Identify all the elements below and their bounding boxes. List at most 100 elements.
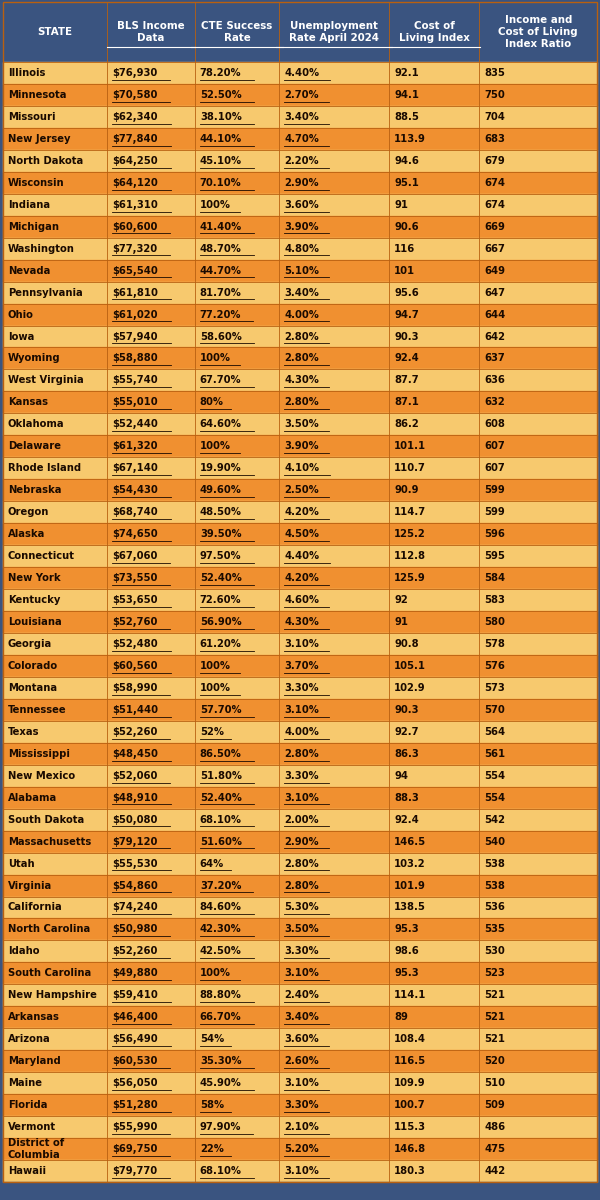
Text: Mississippi: Mississippi: [8, 749, 70, 758]
Bar: [3, 568, 597, 589]
Text: Texas: Texas: [8, 727, 40, 737]
Bar: [3, 655, 597, 677]
Bar: [3, 918, 597, 941]
Text: California: California: [8, 902, 63, 912]
Bar: [3, 348, 597, 370]
Text: Delaware: Delaware: [8, 442, 61, 451]
Text: 564: 564: [484, 727, 506, 737]
Text: 4.30%: 4.30%: [284, 376, 319, 385]
Bar: [3, 1116, 597, 1138]
Text: 39.50%: 39.50%: [200, 529, 241, 539]
Bar: [3, 84, 597, 106]
Bar: [3, 479, 597, 502]
Text: 58%: 58%: [200, 1100, 224, 1110]
Text: New Jersey: New Jersey: [8, 134, 71, 144]
Text: 37.20%: 37.20%: [200, 881, 241, 890]
Text: $61,310: $61,310: [112, 199, 158, 210]
Bar: [3, 764, 597, 787]
Text: 607: 607: [484, 463, 505, 473]
Text: 109.9: 109.9: [394, 1078, 426, 1088]
Text: 554: 554: [484, 770, 506, 781]
Text: 88.3: 88.3: [394, 793, 419, 803]
Text: 583: 583: [484, 595, 505, 605]
Text: 87.7: 87.7: [394, 376, 419, 385]
Text: Missouri: Missouri: [8, 112, 56, 122]
Text: 584: 584: [484, 574, 506, 583]
Text: 95.3: 95.3: [394, 968, 419, 978]
Text: 113.9: 113.9: [394, 134, 426, 144]
Text: Pennsylvania: Pennsylvania: [8, 288, 83, 298]
Text: New Mexico: New Mexico: [8, 770, 75, 781]
Bar: [3, 523, 597, 545]
Bar: [3, 62, 597, 84]
Text: 3.10%: 3.10%: [284, 968, 319, 978]
Text: 595: 595: [484, 551, 505, 562]
Text: Maine: Maine: [8, 1078, 42, 1088]
Text: Louisiana: Louisiana: [8, 617, 62, 628]
Text: 108.4: 108.4: [394, 1034, 426, 1044]
Text: CTE Success
Rate: CTE Success Rate: [202, 20, 272, 43]
Text: 2.70%: 2.70%: [284, 90, 319, 100]
Text: $58,880: $58,880: [112, 354, 158, 364]
Text: 4.20%: 4.20%: [284, 508, 319, 517]
Text: $61,810: $61,810: [112, 288, 158, 298]
Text: $64,120: $64,120: [112, 178, 158, 187]
Text: $68,740: $68,740: [112, 508, 158, 517]
Text: Wyoming: Wyoming: [8, 354, 61, 364]
Bar: [3, 1182, 597, 1200]
Bar: [3, 875, 597, 896]
Text: 509: 509: [484, 1100, 505, 1110]
Bar: [3, 941, 597, 962]
Text: 58.60%: 58.60%: [200, 331, 242, 342]
Bar: [3, 1028, 597, 1050]
Text: 632: 632: [484, 397, 505, 407]
Text: Wisconsin: Wisconsin: [8, 178, 65, 187]
Text: 3.50%: 3.50%: [284, 924, 319, 935]
Text: 3.40%: 3.40%: [284, 112, 319, 122]
Text: $51,280: $51,280: [112, 1100, 158, 1110]
Text: 95.6: 95.6: [394, 288, 419, 298]
Text: Nevada: Nevada: [8, 265, 50, 276]
Text: 44.10%: 44.10%: [200, 134, 242, 144]
Text: Maryland: Maryland: [8, 1056, 61, 1067]
Text: 530: 530: [484, 947, 505, 956]
Text: 636: 636: [484, 376, 505, 385]
Text: 51.80%: 51.80%: [200, 770, 242, 781]
Text: $74,650: $74,650: [112, 529, 158, 539]
Bar: [3, 1050, 597, 1072]
Text: 48.50%: 48.50%: [200, 508, 242, 517]
Text: 101.9: 101.9: [394, 881, 426, 890]
Text: 679: 679: [484, 156, 505, 166]
Text: Kentucky: Kentucky: [8, 595, 61, 605]
Bar: [3, 632, 597, 655]
Text: 86.50%: 86.50%: [200, 749, 242, 758]
Text: 180.3: 180.3: [394, 1166, 426, 1176]
Text: 578: 578: [484, 638, 505, 649]
Bar: [3, 436, 597, 457]
Text: $67,140: $67,140: [112, 463, 158, 473]
Text: 2.00%: 2.00%: [284, 815, 319, 824]
Text: 105.1: 105.1: [394, 661, 426, 671]
Text: $59,410: $59,410: [112, 990, 158, 1001]
Text: 64.60%: 64.60%: [200, 419, 242, 430]
Text: $77,840: $77,840: [112, 134, 157, 144]
Text: $69,750: $69,750: [112, 1144, 157, 1154]
Text: 521: 521: [484, 1013, 505, 1022]
Text: $60,560: $60,560: [112, 661, 157, 671]
Bar: [3, 193, 597, 216]
Bar: [3, 1160, 597, 1182]
Text: $62,340: $62,340: [112, 112, 157, 122]
Text: $58,990: $58,990: [112, 683, 157, 692]
Text: New York: New York: [8, 574, 61, 583]
Text: 649: 649: [484, 265, 505, 276]
Text: Oklahoma: Oklahoma: [8, 419, 65, 430]
Text: 599: 599: [484, 485, 505, 496]
Text: 2.50%: 2.50%: [284, 485, 319, 496]
Text: 92.4: 92.4: [394, 815, 419, 824]
Text: 41.40%: 41.40%: [200, 222, 242, 232]
Text: Arizona: Arizona: [8, 1034, 51, 1044]
Text: 521: 521: [484, 990, 505, 1001]
Text: 90.3: 90.3: [394, 331, 419, 342]
Text: $57,940: $57,940: [112, 331, 157, 342]
Text: 3.10%: 3.10%: [284, 1166, 319, 1176]
